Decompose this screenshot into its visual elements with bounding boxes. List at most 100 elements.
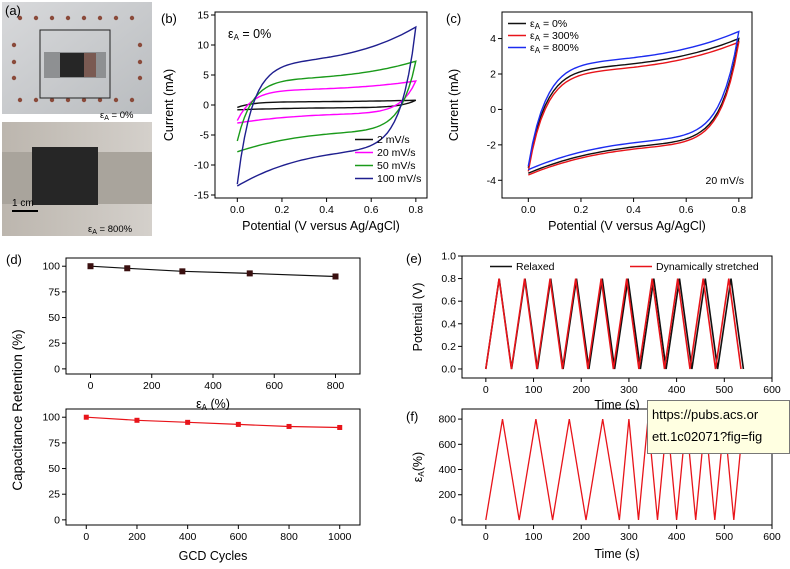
retention-marker	[83, 414, 89, 420]
x-tick-label: 0.2	[275, 204, 290, 216]
retention-marker	[134, 417, 140, 423]
strain-annotation: εA = 0%	[228, 27, 271, 42]
legend-entry: εA = 0%	[530, 18, 567, 31]
x-tick-label: 800	[327, 380, 345, 392]
y-tick-label: 200	[438, 489, 456, 501]
x-tick-label: 0.6	[364, 204, 379, 216]
retention-marker	[246, 270, 253, 277]
x-tick-label: 0.0	[230, 204, 245, 216]
y-tick-label: 25	[48, 338, 60, 350]
x-axis-label: Potential (V versus Ag/AgCl)	[242, 219, 400, 233]
x-axis-label: Potential (V versus Ag/AgCl)	[548, 219, 706, 233]
x-tick-label: 0.4	[319, 204, 334, 216]
x-tick-label: 100	[525, 531, 543, 543]
chart-panel-c: 0.0 0.2 0.4 0.6 0.8 -4 -2 0 2 4 Potential (V versu…	[446, 11, 753, 233]
y-tick-label: 0.0	[441, 363, 456, 375]
legend-entry: εA = 800%	[530, 42, 579, 55]
plot-frame	[65, 408, 361, 526]
x-tick-label: 0	[483, 531, 489, 543]
x-tick-label: 600	[763, 531, 781, 543]
x-axis-label: Time (s)	[594, 547, 639, 561]
y-axis-label: Current (mA)	[447, 69, 461, 141]
panel-label-f: (f)	[406, 409, 418, 424]
x-tick-label: 600	[763, 384, 781, 396]
scan-rate-annotation: 20 mV/s	[705, 175, 744, 187]
x-tick-label: 1000	[328, 531, 352, 543]
panel-label-e: (e)	[406, 251, 422, 266]
legend-entry: 50 mV/s	[377, 160, 416, 172]
panel-label-d: (d)	[6, 252, 22, 267]
x-tick-label: 0.8	[732, 204, 747, 216]
panel-label-a: (a)	[5, 3, 21, 18]
x-axis-label: εA (%)	[196, 397, 230, 410]
x-tick-label: 400	[204, 380, 222, 392]
x-tick-label: 500	[716, 531, 734, 543]
y-tick-label: 75	[48, 286, 60, 298]
legend-entry: εA = 300%	[530, 30, 579, 43]
cv-loop-800	[527, 30, 740, 171]
chart-panel-d-bottom: 0 200 400 600 800 1000 0 25 50 75 100 GCD Cycles	[42, 408, 361, 563]
y-tick-label: 25	[48, 489, 60, 501]
legend-entry: 20 mV/s	[377, 147, 416, 159]
chart-panel-b: 0.0 0.2 0.4 0.6 0.8 -15 -10 -5 0 5 10 15 Potential (…	[161, 10, 428, 233]
retention-marker	[179, 268, 186, 275]
photo-panel-a: εA = 0% 1 cm εA = 800% (a)	[0, 0, 153, 238]
retention-marker	[124, 265, 131, 272]
retention-vs-cycles-line	[86, 416, 340, 429]
cv-loop-50-mV-s	[236, 60, 417, 153]
x-tick-label: 0.2	[574, 204, 589, 216]
y-tick-label: 1.0	[441, 251, 456, 263]
y-axis-label-shared: Capacitance Retention (%)	[10, 329, 25, 490]
y-tick-label: 600	[438, 439, 456, 451]
connector-dots	[11, 15, 143, 103]
tooltip-line-2: ett.1c02071?fig=fig	[652, 429, 763, 444]
y-tick-label: 0.4	[441, 318, 456, 330]
x-tick-label: 0.8	[409, 204, 424, 216]
legend-entry: 2 mV/s	[377, 134, 410, 146]
x-tick-label: 400	[179, 531, 197, 543]
tooltip-line-1: https://pubs.acs.or	[652, 407, 759, 422]
y-tick-label: 15	[197, 10, 209, 22]
y-tick-label: -5	[200, 130, 209, 142]
x-tick-label: 500	[716, 384, 734, 396]
y-tick-label: 800	[438, 414, 456, 426]
y-tick-label: 100	[42, 261, 60, 273]
legend-entry: Relaxed	[516, 261, 555, 273]
x-tick-label: 800	[280, 531, 298, 543]
y-tick-label: -15	[194, 190, 209, 202]
y-tick-label: 50	[48, 312, 60, 324]
y-tick-label: -4	[487, 175, 496, 187]
y-tick-label: 0	[54, 514, 60, 526]
y-axis-label: εA(%)	[411, 452, 426, 482]
cv-loop-20-mV-s	[236, 80, 418, 124]
y-tick-label: 0	[490, 104, 496, 116]
x-tick-label: 0.0	[521, 204, 536, 216]
y-tick-label: 10	[197, 40, 209, 52]
cv-loop-300	[527, 40, 740, 176]
y-tick-label: 0	[203, 100, 209, 112]
y-axis-label: Current (mA)	[162, 69, 176, 141]
x-tick-label: 0	[88, 380, 94, 392]
y-tick-label: 4	[490, 33, 496, 45]
chart-panel-e: 0 100 200 300 400 500 600 0.0 0.2 0.4 0.6 0.8 1.0 Tim…	[406, 251, 781, 411]
strain-top-label: εA = 0%	[100, 110, 134, 122]
y-tick-label: 0	[450, 514, 456, 526]
y-tick-label: 0.8	[441, 273, 456, 285]
gcd-curve-dynamically-stretched	[485, 278, 742, 370]
y-axis-label: Potential (V)	[411, 283, 425, 352]
retention-marker	[87, 263, 94, 270]
panel-label-b: (b)	[161, 11, 177, 26]
x-axis-label: GCD Cycles	[179, 549, 248, 563]
x-tick-label: 600	[265, 380, 283, 392]
strain-cycle-curve	[485, 418, 745, 521]
x-tick-label: 400	[668, 531, 686, 543]
x-tick-label: 200	[143, 380, 161, 392]
x-tick-label: 0.6	[679, 204, 694, 216]
y-tick-label: 2	[490, 69, 496, 81]
url-tooltip: https://pubs.acs.or ett.1c02071?fig=fig	[647, 400, 790, 454]
strain-bottom-label: εA = 800%	[88, 224, 133, 236]
cv-loop-100-mV-s	[236, 25, 417, 187]
x-tick-label: 300	[620, 531, 638, 543]
y-tick-label: -10	[194, 160, 209, 172]
y-tick-label: 50	[48, 463, 60, 475]
